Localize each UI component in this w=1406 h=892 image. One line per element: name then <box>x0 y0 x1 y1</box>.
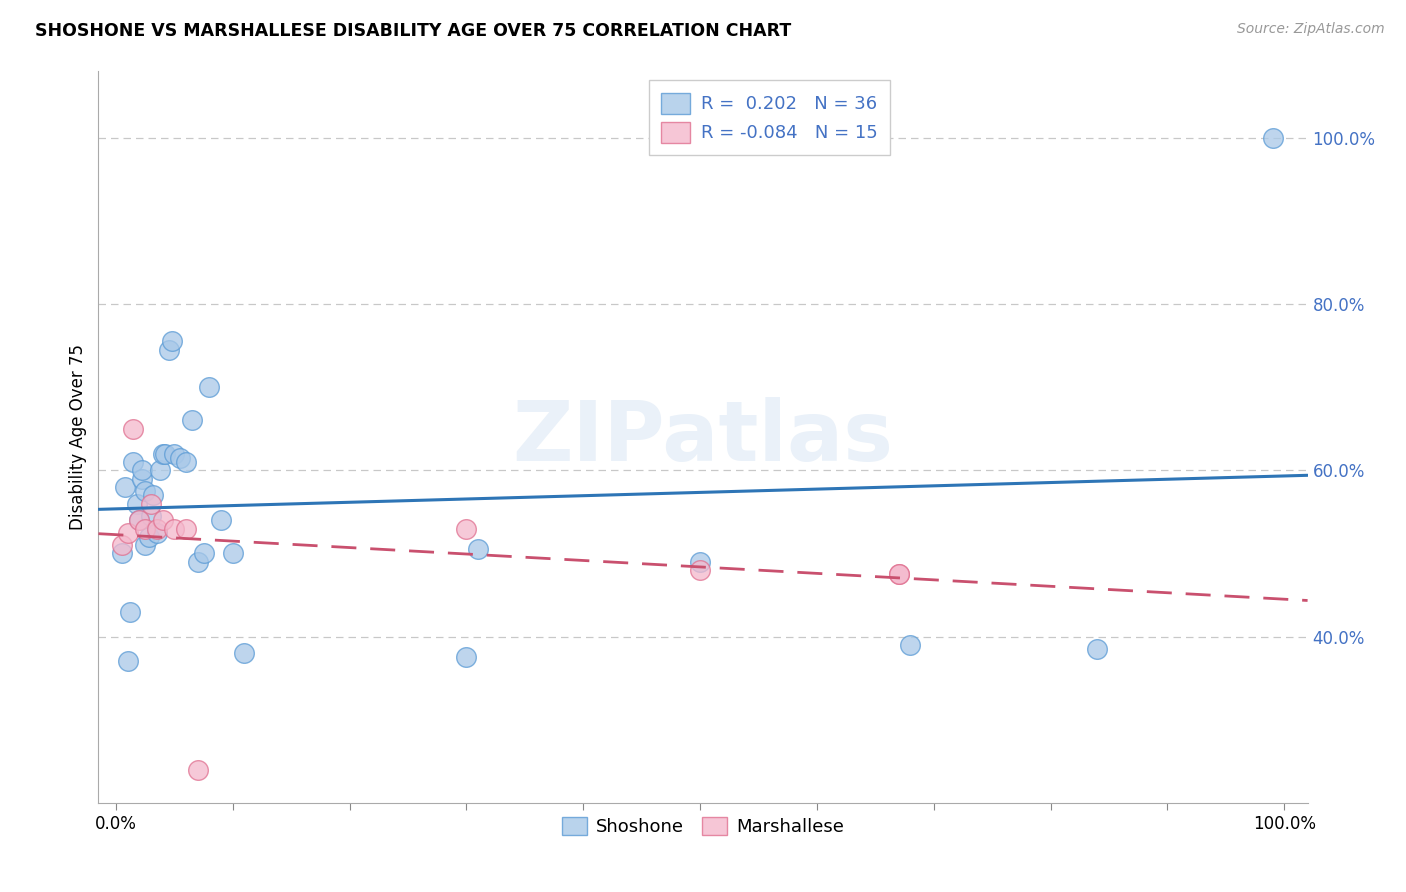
Text: SHOSHONE VS MARSHALLESE DISABILITY AGE OVER 75 CORRELATION CHART: SHOSHONE VS MARSHALLESE DISABILITY AGE O… <box>35 22 792 40</box>
Point <box>117 525 139 540</box>
Point <box>163 521 186 535</box>
Text: Source: ZipAtlas.com: Source: ZipAtlas.com <box>1237 22 1385 37</box>
Point <box>160 334 183 349</box>
Point <box>157 343 180 357</box>
Point <box>114 480 136 494</box>
Point <box>117 655 139 669</box>
Point <box>898 638 921 652</box>
Point <box>887 567 910 582</box>
Point <box>689 555 711 569</box>
Point <box>233 646 256 660</box>
Point <box>111 538 134 552</box>
Point <box>138 530 160 544</box>
Point <box>149 463 172 477</box>
Point <box>689 563 711 577</box>
Point <box>456 650 478 665</box>
Point <box>467 542 489 557</box>
Point <box>174 521 197 535</box>
Point <box>118 605 141 619</box>
Point <box>131 463 153 477</box>
Y-axis label: Disability Age Over 75: Disability Age Over 75 <box>69 344 87 530</box>
Point <box>187 555 209 569</box>
Point <box>1261 131 1284 145</box>
Point <box>153 447 176 461</box>
Point <box>163 447 186 461</box>
Point <box>222 546 245 560</box>
Point <box>134 484 156 499</box>
Point <box>146 525 169 540</box>
Point <box>169 450 191 465</box>
Point <box>887 567 910 582</box>
Point <box>122 422 145 436</box>
Point <box>131 472 153 486</box>
Point <box>209 513 232 527</box>
Point <box>180 413 202 427</box>
Legend: Shoshone, Marshallese: Shoshone, Marshallese <box>553 807 853 845</box>
Point <box>193 546 215 560</box>
Point <box>128 513 150 527</box>
Point <box>152 513 174 527</box>
Point <box>134 521 156 535</box>
Point <box>456 521 478 535</box>
Point <box>139 509 162 524</box>
Point <box>187 763 209 777</box>
Point <box>139 497 162 511</box>
Point <box>125 497 148 511</box>
Point <box>146 521 169 535</box>
Point <box>152 447 174 461</box>
Point <box>122 455 145 469</box>
Point <box>198 380 221 394</box>
Point <box>134 538 156 552</box>
Point <box>1085 642 1108 657</box>
Text: ZIPatlas: ZIPatlas <box>513 397 893 477</box>
Point <box>174 455 197 469</box>
Point <box>128 513 150 527</box>
Point <box>142 488 165 502</box>
Point <box>111 546 134 560</box>
